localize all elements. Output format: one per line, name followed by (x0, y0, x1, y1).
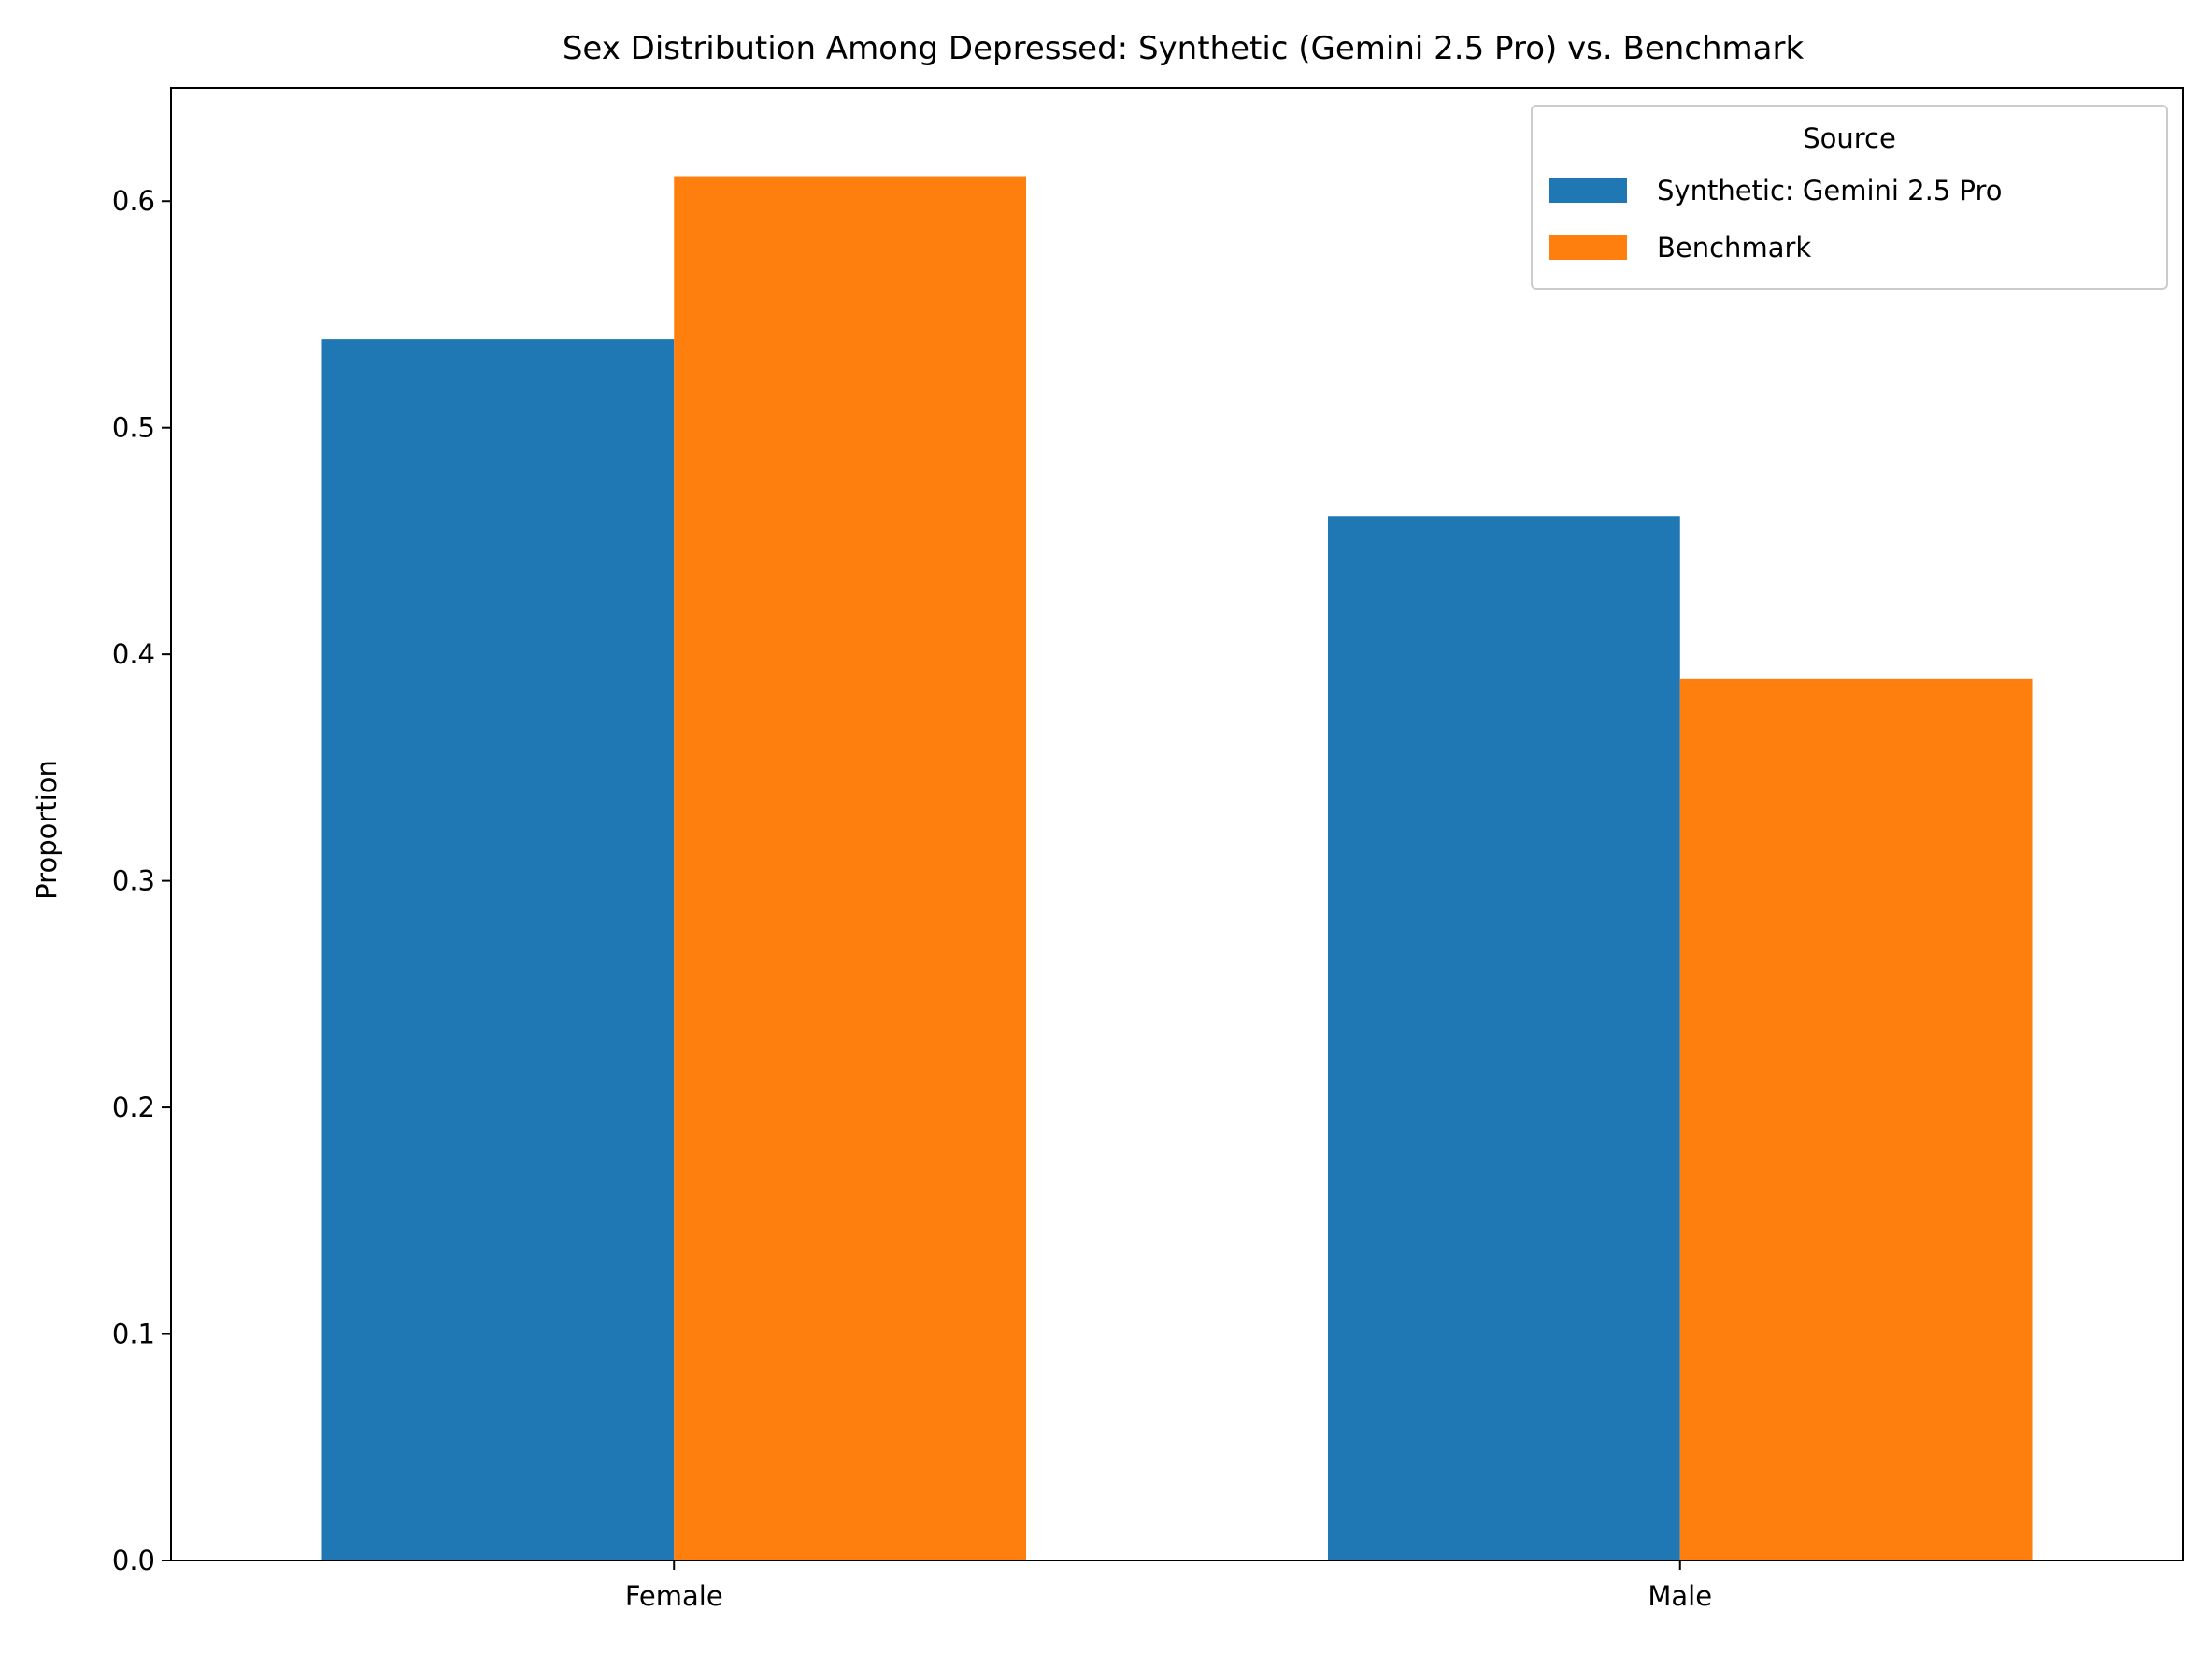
x-tick-label: Female (625, 1580, 723, 1612)
legend-title: Source (1803, 122, 1896, 154)
chart-title: Sex Distribution Among Depressed: Synthe… (563, 30, 1805, 67)
y-tick-label: 0.1 (112, 1319, 155, 1350)
y-tick-label: 0.5 (112, 412, 155, 444)
x-axis: Female Male (625, 1561, 1712, 1612)
legend-frame (1531, 105, 2168, 290)
y-tick-label: 0.4 (112, 638, 155, 670)
plot-frame (170, 87, 2184, 1561)
bar-female-series-2 (674, 176, 1027, 1561)
legend: Source Synthetic: Gemini 2.5 Pro Benchmark (1531, 105, 2168, 290)
y-tick-label: 0.0 (112, 1545, 155, 1576)
bars-group (321, 176, 2033, 1561)
bar-male-series-2 (1679, 678, 2033, 1561)
legend-swatch-2 (1549, 235, 1627, 260)
y-axis-label: Proportion (31, 760, 63, 900)
y-tick-label: 0.2 (112, 1091, 155, 1123)
x-tick-label: Male (1648, 1580, 1712, 1612)
legend-swatch-1 (1549, 178, 1627, 203)
legend-label-2: Benchmark (1657, 232, 1811, 264)
y-axis: 0.0 0.1 0.2 0.3 0.4 0.5 0.6 (112, 185, 171, 1576)
y-tick-label: 0.6 (112, 185, 155, 217)
bar-male-series-1 (1327, 516, 1680, 1561)
y-tick-label: 0.3 (112, 865, 155, 897)
bar-female-series-1 (321, 339, 675, 1561)
legend-label-1: Synthetic: Gemini 2.5 Pro (1657, 175, 2003, 207)
